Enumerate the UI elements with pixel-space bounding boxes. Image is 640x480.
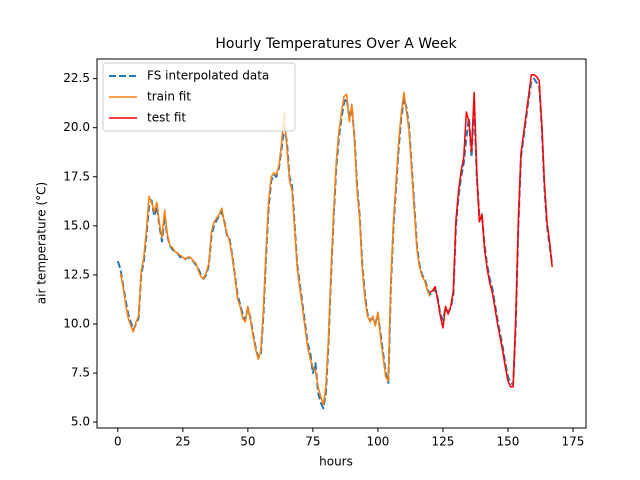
x-tick-label: 100 [366, 435, 389, 449]
series-line [119, 91, 431, 406]
x-tick-label: 0 [114, 435, 122, 449]
y-tick-label: 10.0 [63, 316, 90, 330]
y-tick-label: 17.5 [63, 169, 90, 183]
y-tick-label: 7.5 [71, 366, 90, 380]
y-tick-label: 15.0 [63, 218, 90, 232]
y-tick-label: 22.5 [63, 71, 90, 85]
y-axis-label: air temperature (°C) [35, 182, 49, 304]
x-axis-label: hours [319, 455, 353, 469]
x-tick-label: 125 [431, 435, 454, 449]
legend-label: FS interpolated data [147, 69, 269, 83]
chart-title: Hourly Temperatures Over A Week [215, 36, 457, 52]
x-tick-label: 25 [175, 435, 190, 449]
x-tick-label: 75 [305, 435, 320, 449]
x-tick-label: 50 [240, 435, 255, 449]
series-line [429, 73, 553, 388]
y-tick-label: 5.0 [71, 415, 90, 429]
legend-label: test fit [147, 111, 186, 125]
x-tick-label: 150 [497, 435, 520, 449]
y-tick-label: 12.5 [63, 267, 90, 281]
legend-label: train fit [147, 90, 191, 104]
x-tick-label: 175 [562, 435, 585, 449]
legend-box [102, 62, 296, 132]
axes-frame [96, 58, 587, 429]
y-tick-label: 20.0 [63, 120, 90, 134]
